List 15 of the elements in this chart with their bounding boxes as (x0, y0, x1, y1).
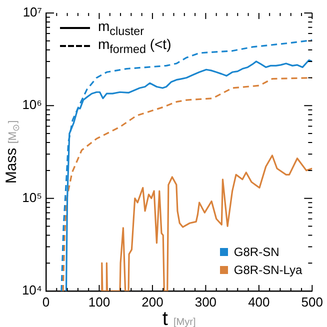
y-tick-label: 10⁶ (22, 97, 42, 112)
x-axis-title: t [Myr] (162, 308, 196, 327)
y-tick-label: 10⁴ (22, 282, 42, 298)
annotation: m$_{cluster}$ (98, 18, 144, 38)
y-tick-label: 10⁵ (22, 190, 42, 205)
x-tick-label: 100 (88, 294, 110, 310)
x-tick-label: 300 (194, 294, 217, 310)
x-tick-label: 400 (248, 294, 270, 310)
x-tick-label: 200 (142, 294, 164, 310)
x-tick-label: 500 (301, 294, 324, 310)
y-tick-label: 10⁷ (22, 4, 42, 20)
legend-label: G8R-SN (234, 245, 280, 259)
legend-label: G8R-SN-Lya (234, 263, 302, 277)
annotation: m$_{formed}$ (<t) (98, 36, 172, 56)
x-tick-label: 0 (42, 294, 50, 310)
